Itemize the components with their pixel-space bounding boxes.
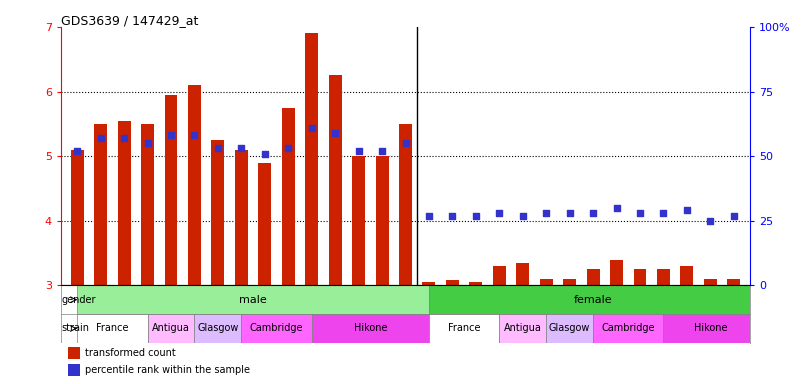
Bar xyxy=(328,75,341,285)
Text: gender: gender xyxy=(62,295,96,305)
Bar xyxy=(77,314,148,343)
Point xyxy=(657,210,670,216)
Text: transformed count: transformed count xyxy=(85,348,176,358)
Bar xyxy=(399,124,412,285)
Point xyxy=(375,148,388,154)
Bar xyxy=(235,150,248,285)
Bar xyxy=(281,108,294,285)
Bar xyxy=(118,121,131,285)
Bar xyxy=(493,266,506,285)
Bar xyxy=(546,314,593,343)
Point xyxy=(423,212,436,218)
Point xyxy=(71,148,84,154)
Point xyxy=(305,125,318,131)
Point xyxy=(141,140,154,146)
Bar xyxy=(446,280,459,285)
Text: strain: strain xyxy=(62,323,89,333)
Text: Antigua: Antigua xyxy=(504,323,542,333)
Bar xyxy=(94,124,107,285)
Bar xyxy=(429,314,500,343)
Text: Cambridge: Cambridge xyxy=(250,323,303,333)
Point xyxy=(281,145,294,151)
Bar xyxy=(71,150,84,285)
Bar xyxy=(311,314,429,343)
Bar xyxy=(77,285,429,314)
Point xyxy=(235,145,248,151)
Bar xyxy=(375,156,388,285)
Bar xyxy=(593,314,663,343)
Bar xyxy=(470,282,483,285)
Text: France: France xyxy=(448,323,480,333)
Point xyxy=(493,210,506,216)
Point xyxy=(188,132,201,139)
Bar xyxy=(195,314,242,343)
Bar xyxy=(610,260,623,285)
Bar xyxy=(67,364,80,376)
Bar xyxy=(148,314,195,343)
Text: male: male xyxy=(239,295,267,305)
Point xyxy=(352,148,365,154)
Point xyxy=(399,140,412,146)
Bar xyxy=(704,279,717,285)
Bar xyxy=(259,162,271,285)
Bar xyxy=(212,140,225,285)
Text: Glasgow: Glasgow xyxy=(197,323,238,333)
Bar xyxy=(586,269,599,285)
Point xyxy=(517,212,530,218)
Point xyxy=(212,145,225,151)
Point xyxy=(259,151,272,157)
Text: Antigua: Antigua xyxy=(152,323,190,333)
Text: France: France xyxy=(97,323,129,333)
Bar xyxy=(663,314,757,343)
Bar xyxy=(352,156,365,285)
Point xyxy=(446,212,459,218)
Bar xyxy=(680,266,693,285)
Bar xyxy=(165,95,178,285)
Point xyxy=(563,210,576,216)
Text: female: female xyxy=(573,295,612,305)
Bar xyxy=(423,282,436,285)
Point xyxy=(470,212,483,218)
Bar xyxy=(188,85,201,285)
Bar xyxy=(242,314,311,343)
Bar xyxy=(500,314,546,343)
Text: percentile rank within the sample: percentile rank within the sample xyxy=(85,366,250,376)
Bar xyxy=(633,269,646,285)
Point xyxy=(633,210,646,216)
Bar xyxy=(563,279,576,285)
Bar xyxy=(305,33,318,285)
Point xyxy=(610,205,623,211)
Point xyxy=(727,212,740,218)
Bar xyxy=(429,285,757,314)
Bar xyxy=(67,346,80,359)
Text: Glasgow: Glasgow xyxy=(549,323,590,333)
Point xyxy=(680,207,693,214)
Bar xyxy=(141,124,154,285)
Text: Hikone: Hikone xyxy=(693,323,727,333)
Bar xyxy=(727,279,740,285)
Bar xyxy=(540,279,552,285)
Point xyxy=(328,130,341,136)
Text: Cambridge: Cambridge xyxy=(602,323,655,333)
Point xyxy=(704,218,717,224)
Point xyxy=(118,135,131,141)
Bar xyxy=(517,263,530,285)
Point xyxy=(94,135,107,141)
Point xyxy=(586,210,599,216)
Point xyxy=(165,132,178,139)
Bar xyxy=(657,269,670,285)
Text: GDS3639 / 147429_at: GDS3639 / 147429_at xyxy=(61,14,198,27)
Point xyxy=(539,210,552,216)
Text: Hikone: Hikone xyxy=(354,323,387,333)
